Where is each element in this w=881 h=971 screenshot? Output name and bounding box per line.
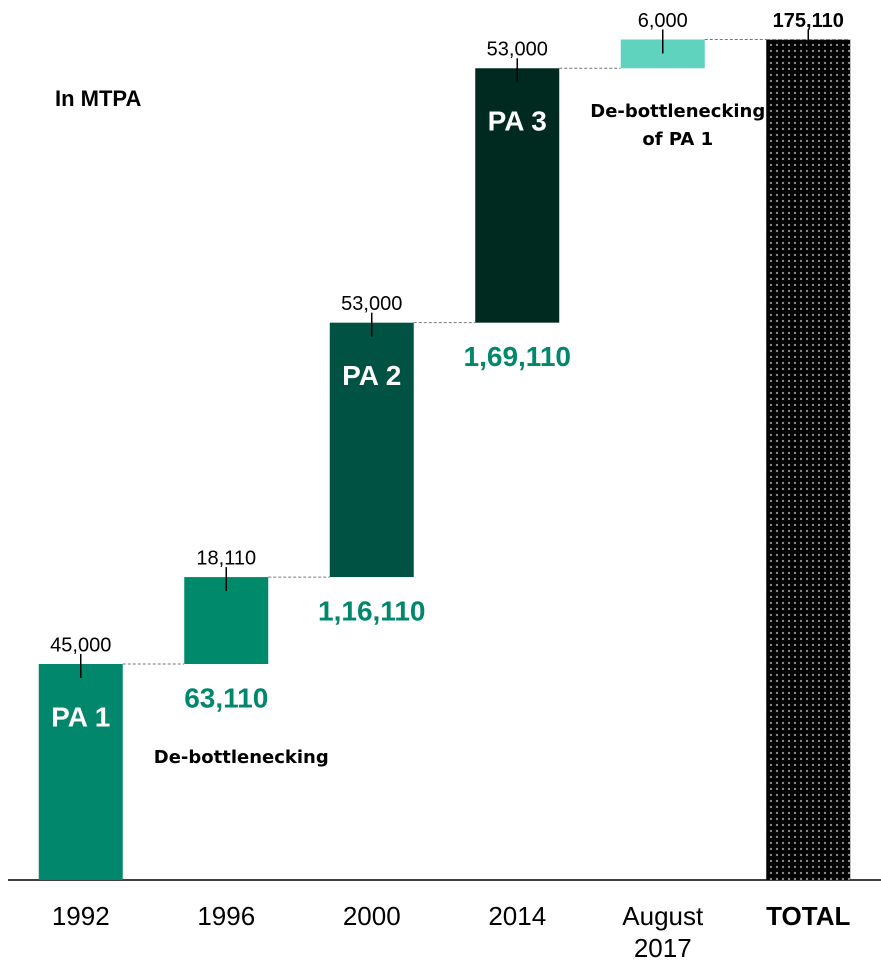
bar xyxy=(329,322,414,578)
x-tick-label: 2014 xyxy=(488,901,547,931)
bar-label: PA 1 xyxy=(51,701,110,732)
bar xyxy=(38,664,123,880)
value-label: 6,000 xyxy=(638,10,688,32)
value-label: 53,000 xyxy=(341,293,402,315)
x-tick-label: TOTAL xyxy=(766,901,851,931)
x-tick-label: August 2017 xyxy=(622,901,704,963)
bar xyxy=(184,577,269,664)
value-label: 53,000 xyxy=(487,39,548,61)
value-label: 175,110 xyxy=(773,10,844,32)
note: De-bottlenecking of PA 1 xyxy=(590,101,766,151)
bar xyxy=(766,39,851,881)
x-tick-label: 2000 xyxy=(342,901,401,931)
value-label: 18,110 xyxy=(196,547,256,569)
bar xyxy=(475,68,560,323)
running-total: 63,110 xyxy=(184,682,268,713)
running-total: 1,16,110 xyxy=(318,595,425,626)
bar-label: PA 2 xyxy=(342,360,401,391)
x-tick-label: 1996 xyxy=(197,901,256,931)
value-label: 45,000 xyxy=(50,634,111,656)
bar-label: PA 3 xyxy=(488,106,547,137)
x-tick-label: 1992 xyxy=(51,901,110,931)
note: De-bottlenecking xyxy=(153,747,329,768)
running-total: 1,69,110 xyxy=(464,341,571,372)
subtitle: In MTPA xyxy=(55,86,141,111)
